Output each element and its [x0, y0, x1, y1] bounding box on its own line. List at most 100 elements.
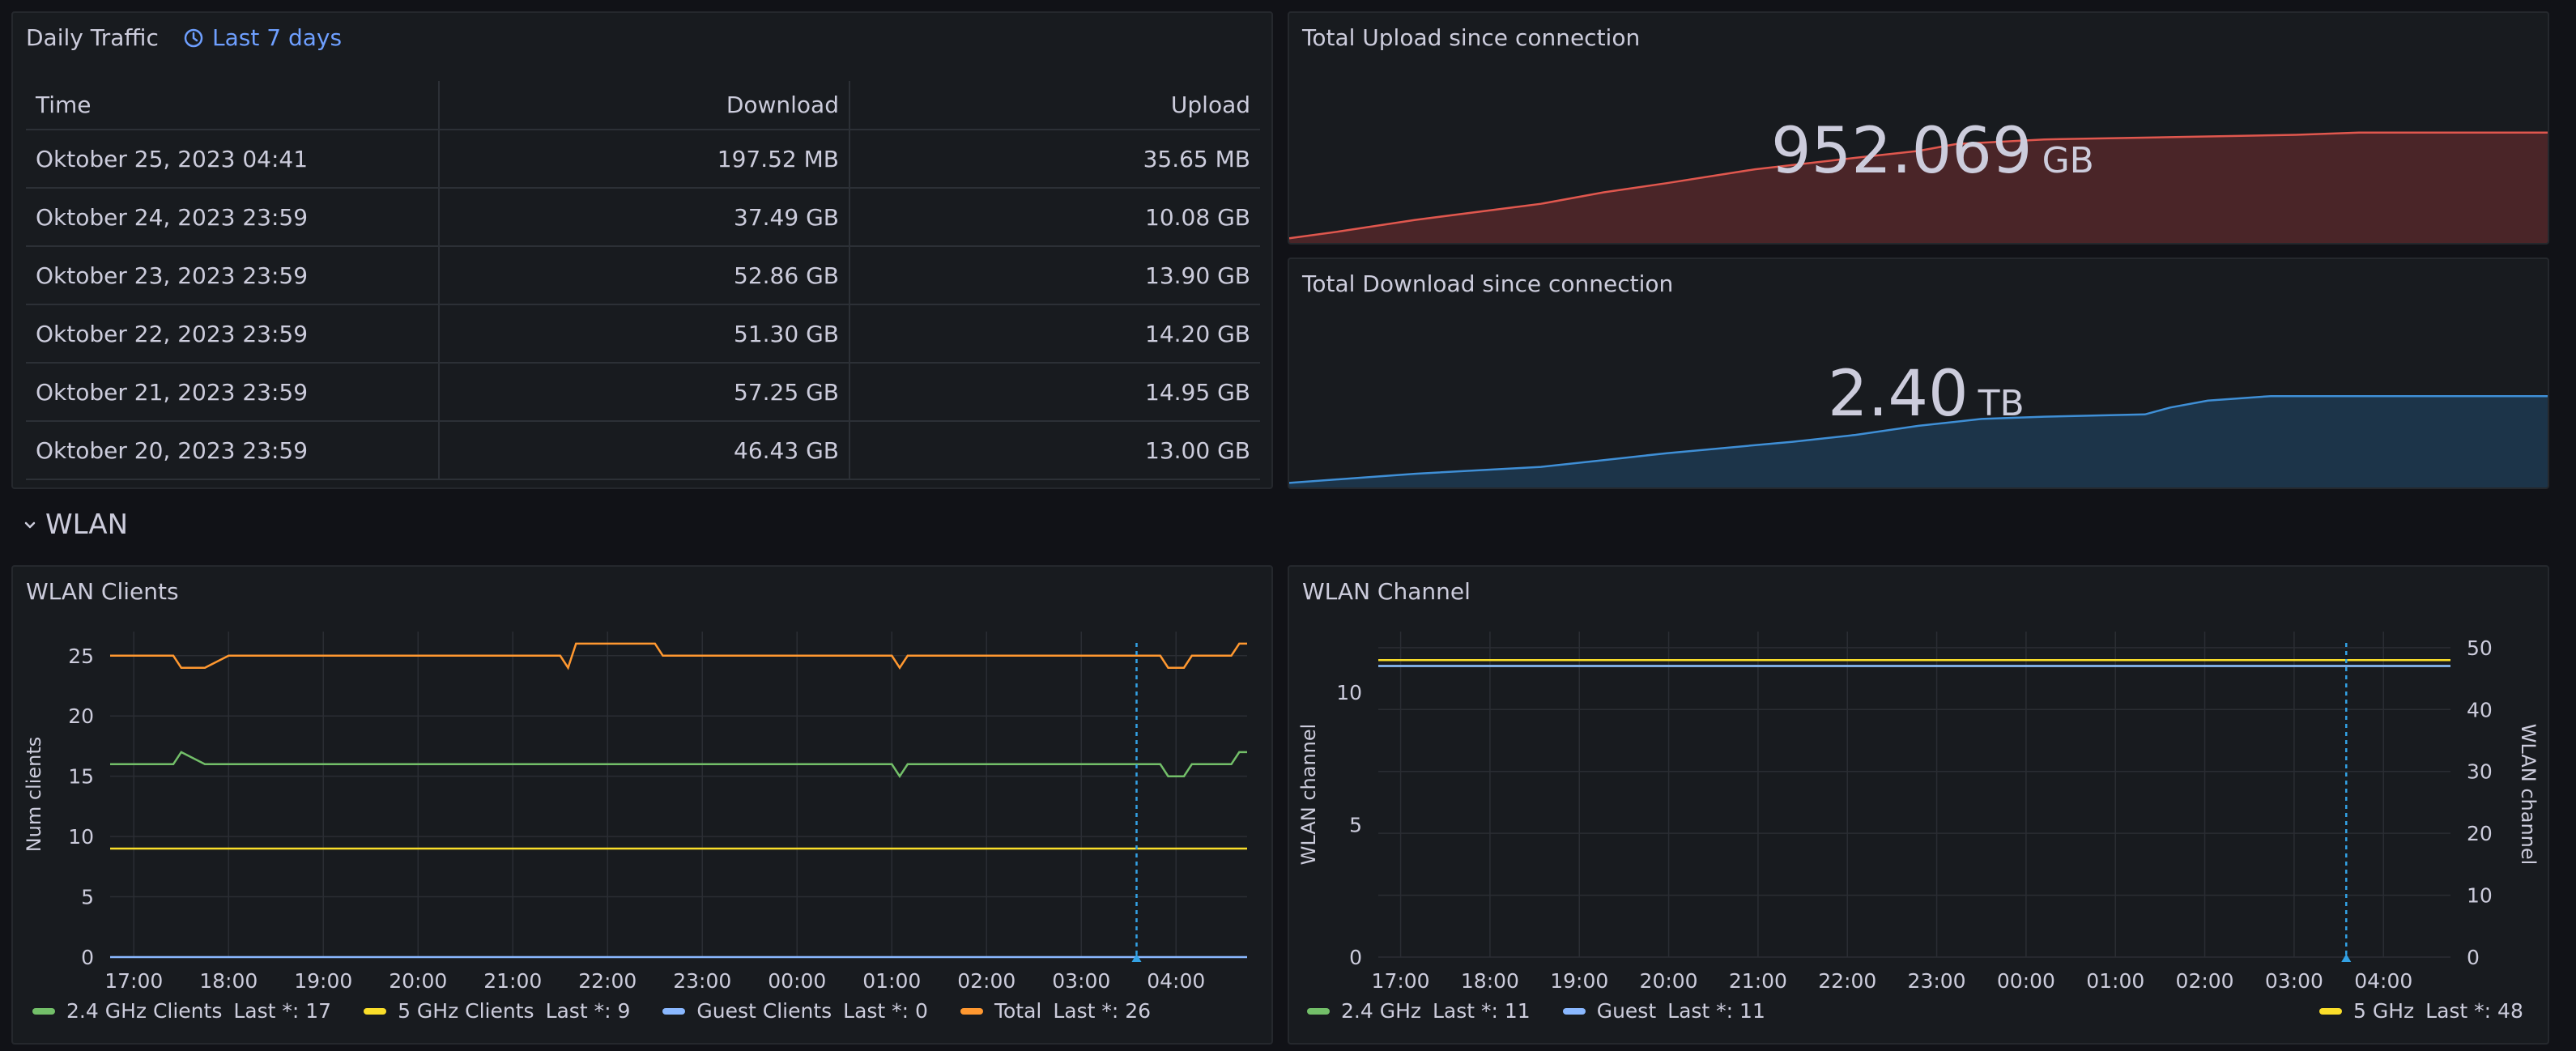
legend-last-value: Last *: 17 — [233, 999, 332, 1023]
y-tick-label: 25 — [68, 645, 94, 668]
cell-time: Oktober 20, 2023 23:59 — [26, 421, 440, 480]
column-header-download[interactable]: Download — [439, 81, 850, 130]
upload-sparkline-area — [1289, 132, 2548, 243]
y-left-tick-label: 5 — [1349, 814, 1362, 837]
y-tick-label: 10 — [68, 825, 94, 849]
legend-last-value: Last *: 11 — [1667, 999, 1765, 1023]
legend-swatch — [1307, 1007, 1330, 1015]
y-tick-label: 0 — [81, 946, 94, 969]
wlan-clients-chart[interactable]: 0 5 10 15 20 25 17:00 18:00 19:00 20:00 21:00 22:00… — [13, 567, 1271, 1043]
legend-item[interactable]: 2.4 GHz Clients Last *: 17 — [32, 999, 331, 1023]
x-tick-label: 22:00 — [578, 969, 637, 993]
x-tick-label: 19:00 — [294, 969, 352, 993]
x-tick-label: 03:00 — [2265, 969, 2323, 993]
x-tick-label: 04:00 — [1147, 969, 1205, 993]
legend-item[interactable]: 5 GHz Clients Last *: 9 — [364, 999, 630, 1023]
annotation-marker — [2341, 954, 2352, 962]
download-stat: 2.40 TB — [1828, 358, 2025, 431]
legend-label: Guest — [1596, 999, 1657, 1023]
wlan-clients-panel: WLAN Clients 0 5 10 15 20 25 17:00 18:00 19:00 20… — [11, 565, 1273, 1045]
y-left-axis-label: WLAN channel — [1297, 724, 1320, 866]
y-right-tick-label: 10 — [2467, 884, 2493, 908]
series-line-total — [110, 642, 1247, 670]
table-row[interactable]: Oktober 23, 2023 23:59 52.86 GB 13.90 GB — [26, 246, 1260, 305]
legend-last-value: Last *: 0 — [843, 999, 928, 1023]
table-row[interactable]: Oktober 25, 2023 04:41 197.52 MB 35.65 MB — [26, 130, 1260, 189]
chevron-down-icon — [24, 521, 36, 529]
panel-title[interactable]: WLAN Channel — [1302, 578, 1471, 605]
wlan-channel-chart[interactable]: 0 10 20 30 40 50 0 5 10 17:00 18:00 19:00 20:00 21:00… — [1289, 567, 2548, 1043]
table-row[interactable]: Oktober 24, 2023 23:59 37.49 GB 10.08 GB — [26, 188, 1260, 247]
y-right-tick-label: 40 — [2467, 698, 2493, 721]
download-stat-value: 2.40 — [1828, 358, 1969, 431]
legend-swatch — [364, 1007, 387, 1015]
row-title: WLAN — [45, 508, 129, 541]
cell-upload: 10.08 GB — [849, 188, 1260, 247]
legend-item[interactable]: 5 GHz Last *: 48 — [2319, 999, 2523, 1023]
y-right-axis-label: WLAN channel — [2517, 724, 2540, 866]
legend-item[interactable]: 2.4 GHz Last *: 11 — [1307, 999, 1531, 1023]
x-tick-label: 01:00 — [2086, 969, 2144, 993]
table-row[interactable]: Oktober 22, 2023 23:59 51.30 GB 14.20 GB — [26, 304, 1260, 364]
download-sparkline-line — [1289, 394, 2548, 484]
cell-download: 197.52 MB — [439, 130, 850, 189]
x-tick-label: 23:00 — [673, 969, 731, 993]
cell-download: 51.30 GB — [439, 304, 850, 364]
x-tick-label: 17:00 — [104, 969, 163, 993]
total-download-panel: Total Download since connection 2.40 TB — [1288, 257, 2549, 489]
cell-download: 46.43 GB — [439, 421, 850, 480]
table-row[interactable]: Oktober 20, 2023 23:59 46.43 GB 13.00 GB — [26, 421, 1260, 480]
y-right-tick-label: 30 — [2467, 760, 2493, 784]
legend-last-value: Last *: 26 — [1053, 999, 1152, 1023]
time-range-info: Last 7 days — [183, 24, 342, 51]
table-body: Oktober 25, 2023 04:41 197.52 MB 35.65 MB O… — [26, 130, 1260, 480]
panel-title[interactable]: Total Upload since connection — [1302, 24, 1641, 51]
legend-label: Guest Clients — [696, 999, 832, 1023]
total-upload-panel: Total Upload since connection 952.069 GB — [1288, 11, 2549, 245]
upload-stat-unit: GB — [2042, 140, 2094, 181]
y-left-tick-label: 10 — [1336, 681, 1362, 704]
column-header-time[interactable]: Time — [26, 81, 440, 130]
upload-stat: 952.069 GB — [1771, 115, 2094, 188]
x-tick-label: 20:00 — [389, 969, 447, 993]
legend-label: 5 GHz — [2353, 999, 2415, 1023]
legend-last-value: Last *: 48 — [2425, 999, 2523, 1023]
panel-title[interactable]: Total Download since connection — [1302, 270, 1674, 297]
upload-sparkline — [1289, 131, 2548, 243]
series-line-2-4-ghz-clients — [110, 751, 1247, 778]
clock-icon — [184, 28, 203, 47]
legend-item[interactable]: Total Last *: 26 — [960, 999, 1151, 1023]
legend-swatch — [32, 1007, 55, 1015]
x-tick-label: 03:00 — [1052, 969, 1110, 993]
cell-time: Oktober 24, 2023 23:59 — [26, 188, 440, 247]
time-range-label: Last 7 days — [212, 24, 343, 51]
cell-upload: 13.90 GB — [849, 246, 1260, 305]
panel-title[interactable]: WLAN Clients — [26, 578, 179, 605]
y-right-tick-label: 20 — [2467, 822, 2493, 845]
legend-item[interactable]: Guest Clients Last *: 0 — [662, 999, 928, 1023]
column-header-upload[interactable]: Upload — [849, 81, 1260, 130]
x-tick-label: 00:00 — [1997, 969, 2055, 993]
cell-download: 52.86 GB — [439, 246, 850, 305]
x-tick-label: 21:00 — [1729, 969, 1787, 993]
table-row[interactable]: Oktober 21, 2023 23:59 57.25 GB 14.95 GB — [26, 363, 1260, 422]
y-tick-label: 15 — [68, 765, 94, 789]
cell-time: Oktober 23, 2023 23:59 — [26, 246, 440, 305]
legend-label: 2.4 GHz — [1341, 999, 1421, 1023]
wlan-channel-panel: WLAN Channel 0 10 20 30 40 50 0 5 10 17:00 18:00 19… — [1288, 565, 2549, 1045]
panel-title[interactable]: Daily Traffic — [26, 24, 159, 51]
x-tick-label: 23:00 — [1908, 969, 1966, 993]
legend-swatch — [2319, 1007, 2342, 1015]
x-tick-label: 20:00 — [1640, 969, 1698, 993]
table-header-row: Time Download Upload — [26, 81, 1260, 130]
legend-item[interactable]: Guest Last *: 11 — [1562, 999, 1765, 1023]
row-collapse-toggle[interactable]: WLAN — [23, 508, 128, 541]
cell-upload: 35.65 MB — [849, 130, 1260, 189]
legend-label: Total — [994, 999, 1042, 1023]
x-tick-label: 02:00 — [957, 969, 1015, 993]
x-tick-label: 00:00 — [768, 969, 826, 993]
legend-swatch — [960, 1007, 983, 1015]
wlan-channel-legend-right: 5 GHz Last *: 48 — [2319, 999, 2523, 1023]
legend-last-value: Last *: 9 — [545, 999, 631, 1023]
traffic-table: Time Download Upload Oktober 25, 2023 04… — [26, 81, 1260, 480]
